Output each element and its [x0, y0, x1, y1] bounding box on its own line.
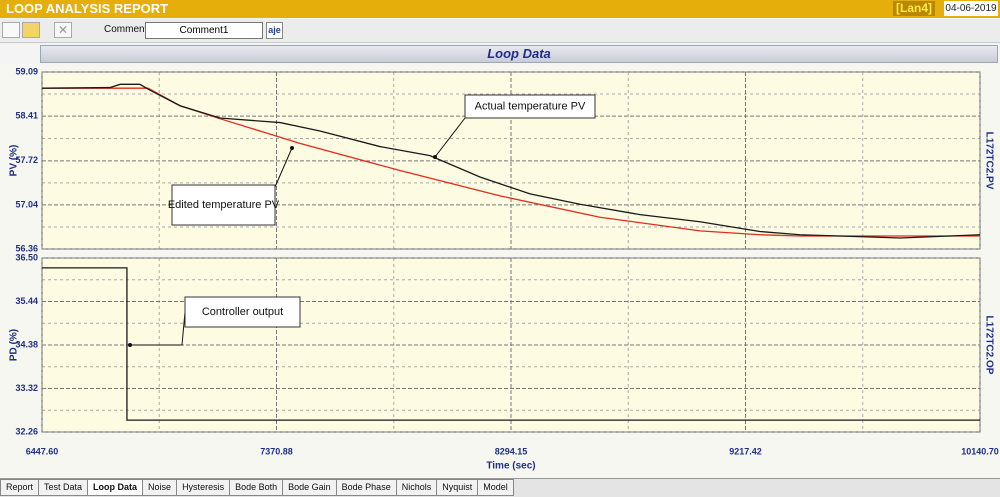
y-tick-label: 57.04: [15, 199, 38, 209]
x-tick-label: 7370.88: [260, 446, 293, 456]
y-axis-label: PV (%): [9, 145, 20, 177]
callout-arrowhead: [433, 155, 437, 159]
x-axis-label: Time (sec): [486, 461, 535, 472]
callout-arrow: [274, 147, 293, 188]
tab[interactable]: Hysteresis: [176, 479, 231, 496]
title-bar: LOOP ANALYSIS REPORT [Lan4] 04-06-2019: [0, 0, 1000, 18]
x-tick-label: 9217.42: [729, 446, 762, 456]
callout-arrowhead: [128, 343, 132, 347]
undo-button[interactable]: [2, 22, 20, 38]
tab[interactable]: Report: [0, 479, 40, 496]
delete-button[interactable]: ✕: [54, 22, 72, 38]
y-tick-label: 57.72: [15, 155, 38, 165]
tab[interactable]: Model: [477, 479, 514, 496]
panel-title: Loop Data: [40, 45, 998, 63]
callout-arrow: [130, 311, 186, 346]
y-tick-label: 58.41: [15, 110, 38, 120]
callout-label: Controller output: [202, 306, 283, 318]
toolbar: ✕ Comment Comment1 aje: [0, 19, 1000, 43]
chart-area: 59.09 58.41 57.72 57.04 56.36 PV (%) L172TC2.P…: [8, 66, 999, 472]
series-line: [42, 267, 980, 421]
y-tick-label: 35.44: [15, 296, 38, 306]
callout-arrowhead: [290, 146, 294, 150]
y-tick-label: 33.32: [15, 383, 38, 393]
x-tick-label: 6447.60: [26, 446, 59, 456]
tab-bar: Report Test Data Loop Data Noise Hysteresis B…: [0, 478, 1000, 497]
tab[interactable]: Loop Data: [87, 479, 144, 496]
tag-label: L172TC2.PV: [983, 132, 994, 190]
tab[interactable]: Bode Phase: [335, 479, 397, 496]
x-tick-label: 10140.70: [961, 446, 999, 456]
spell-button[interactable]: aje: [266, 22, 283, 39]
y-tick-label: 59.09: [15, 66, 38, 76]
comment-label: Comment: [104, 24, 148, 35]
y-axis-label: PD (%): [9, 329, 20, 361]
open-button[interactable]: [22, 22, 40, 38]
tab[interactable]: Bode Gain: [282, 479, 337, 496]
callout-label: Edited temperature PV: [168, 199, 280, 211]
tab[interactable]: Test Data: [38, 479, 89, 496]
callout-box: [184, 296, 301, 328]
tab[interactable]: Nichols: [395, 479, 438, 496]
callout-box: [464, 94, 596, 119]
callout-label: Actual temperature PV: [475, 100, 586, 112]
callout-arrow: [434, 117, 466, 158]
tab[interactable]: Bode Both: [229, 479, 284, 496]
tag-label: L172TC2.OP: [983, 316, 994, 375]
report-title: LOOP ANALYSIS REPORT: [6, 1, 169, 16]
tab[interactable]: Noise: [142, 479, 178, 496]
y-tick-label: 32.26: [15, 426, 38, 436]
report-date: 04-06-2019: [944, 1, 998, 16]
tab[interactable]: Nyquist: [436, 479, 479, 496]
unit-tag: [Lan4]: [893, 1, 935, 16]
y-tick-label: 34.38: [15, 339, 38, 349]
callout-box: [171, 184, 276, 226]
series-line: [41, 83, 981, 239]
comment-input[interactable]: Comment1: [145, 22, 263, 39]
y-tick-label: 36.50: [15, 252, 38, 262]
y-tick-label: 56.36: [15, 243, 38, 253]
x-tick-label: 8294.15: [495, 446, 528, 456]
